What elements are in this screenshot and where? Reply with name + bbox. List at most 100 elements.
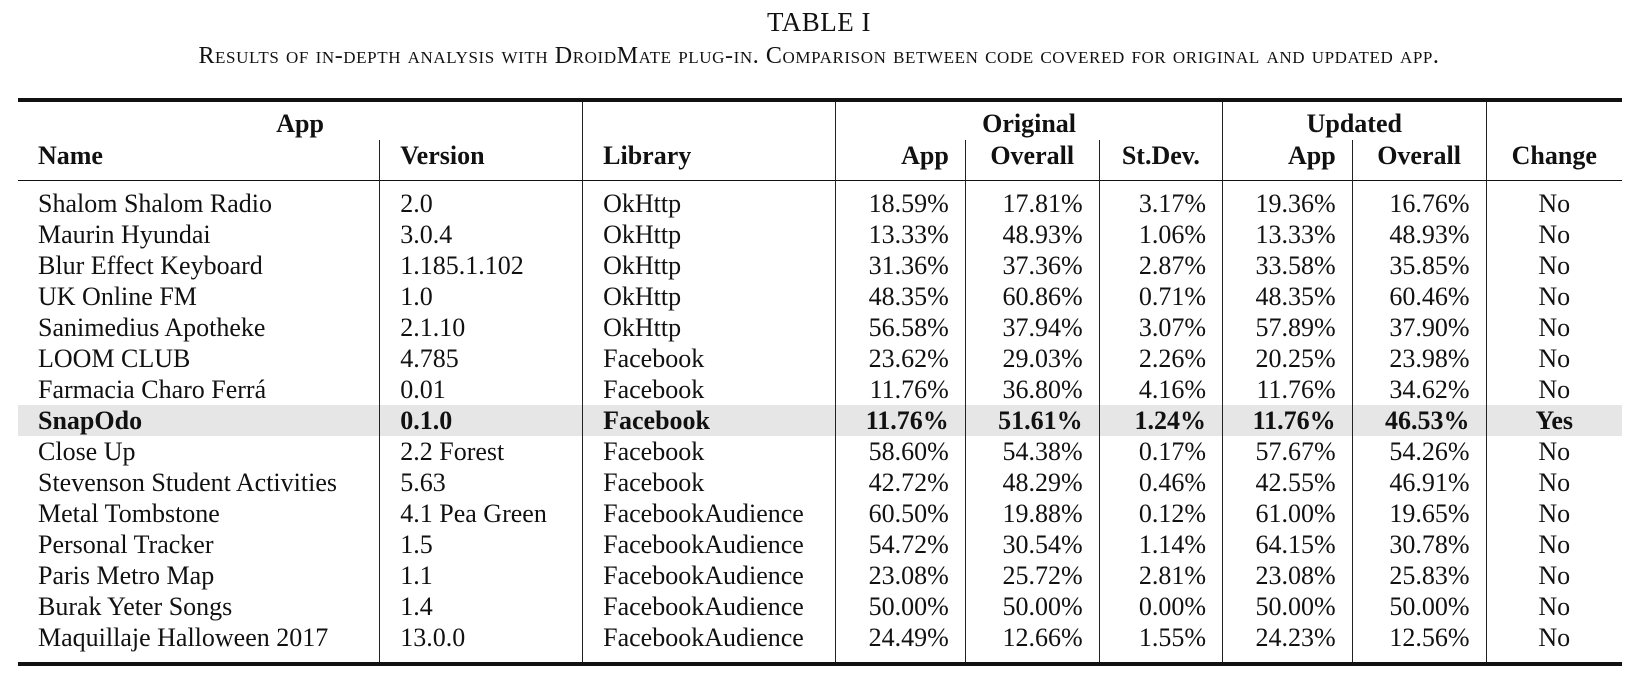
cell-library: FacebookAudience (582, 622, 837, 664)
cell-name: SnapOdo (18, 405, 381, 436)
cell-version: 0.1.0 (379, 405, 584, 436)
cell-original-app: 54.72% (835, 529, 966, 560)
cell-original-overall: 48.93% (965, 219, 1100, 250)
cell-name: Blur Effect Keyboard (18, 250, 381, 281)
results-table-container: App Original Updated Name Version Librar… (18, 98, 1622, 666)
cell-library: OkHttp (582, 281, 837, 312)
cell-original-app: 56.58% (835, 312, 966, 343)
table-row: Farmacia Charo Ferrá 0.01 Facebook 11.76% 36… (18, 374, 1622, 405)
cell-updated-app: 33.58% (1222, 250, 1353, 281)
cell-original-app: 31.36% (835, 250, 966, 281)
table-row: LOOM CLUB 4.785 Facebook 23.62% 29.03% 2.26% 2… (18, 343, 1622, 374)
cell-change: No (1538, 344, 1571, 373)
table-row: Personal Tracker 1.5 FacebookAudience 54.72… (18, 529, 1622, 560)
cell-original-stdev: 0.17% (1099, 436, 1224, 467)
table-label: TABLE I (766, 7, 872, 37)
cell-version: 4.1 Pea Green (379, 498, 584, 529)
cell-original-app: 23.08% (835, 560, 966, 591)
cell-name: Shalom Shalom Radio (18, 180, 381, 219)
header-group-spacer (582, 100, 837, 140)
cell-original-overall: 29.03% (965, 343, 1100, 374)
cell-updated-app: 23.08% (1222, 560, 1353, 591)
cell-original-app: 11.76% (835, 405, 966, 436)
col-header-original-app: App (835, 140, 966, 181)
cell-updated-overall: 19.65% (1352, 498, 1487, 529)
header-group-updated: Updated (1222, 100, 1487, 140)
table-caption: Results of in-depth analysis with DroidM… (198, 43, 1440, 69)
cell-library: Facebook (582, 343, 837, 374)
cell-original-stdev: 1.24% (1099, 405, 1224, 436)
cell-change: No (1538, 220, 1571, 249)
cell-original-overall: 25.72% (965, 560, 1100, 591)
cell-original-app: 42.72% (835, 467, 966, 498)
cell-updated-app: 57.89% (1222, 312, 1353, 343)
cell-original-stdev: 3.17% (1099, 180, 1224, 219)
cell-original-stdev: 1.55% (1099, 622, 1224, 664)
cell-updated-overall: 46.91% (1352, 467, 1487, 498)
cell-original-app: 11.76% (835, 374, 966, 405)
cell-name: Farmacia Charo Ferrá (18, 374, 381, 405)
cell-change: No (1538, 468, 1571, 497)
cell-updated-overall: 30.78% (1352, 529, 1487, 560)
cell-library: FacebookAudience (582, 591, 837, 622)
cell-version: 2.1.10 (379, 312, 584, 343)
cell-updated-overall: 48.93% (1352, 219, 1487, 250)
cell-original-stdev: 0.46% (1099, 467, 1224, 498)
cell-library: FacebookAudience (582, 560, 837, 591)
cell-updated-overall: 60.46% (1352, 281, 1487, 312)
cell-library: Facebook (582, 405, 837, 436)
table-row: Blur Effect Keyboard 1.185.1.102 OkHttp 31.… (18, 250, 1622, 281)
col-header-original-stdev: St.Dev. (1099, 140, 1224, 181)
table-row: Metal Tombstone 4.1 Pea Green FacebookAudi… (18, 498, 1622, 529)
cell-name: Stevenson Student Activities (18, 467, 381, 498)
cell-original-stdev: 0.71% (1099, 281, 1224, 312)
cell-library: FacebookAudience (582, 529, 837, 560)
cell-version: 5.63 (379, 467, 584, 498)
table-row: Stevenson Student Activities 5.63 Facebook… (18, 467, 1622, 498)
cell-change: No (1538, 189, 1571, 218)
cell-original-overall: 54.38% (965, 436, 1100, 467)
table-body: Shalom Shalom Radio 2.0 OkHttp 18.59% 17.81%… (18, 180, 1622, 664)
table-row: UK Online FM 1.0 OkHttp 48.35% 60.86% 0.71% 48… (18, 281, 1622, 312)
cell-library: Facebook (582, 374, 837, 405)
cell-updated-overall: 16.76% (1352, 180, 1487, 219)
cell-name: Burak Yeter Songs (18, 591, 381, 622)
cell-name: Maquillaje Halloween 2017 (18, 622, 381, 664)
cell-original-stdev: 0.00% (1099, 591, 1224, 622)
cell-change: No (1538, 592, 1571, 621)
cell-original-stdev: 3.07% (1099, 312, 1224, 343)
cell-updated-overall: 25.83% (1352, 560, 1487, 591)
cell-original-overall: 30.54% (965, 529, 1100, 560)
cell-name: Maurin Hyundai (18, 219, 381, 250)
cell-updated-app: 24.23% (1222, 622, 1353, 664)
col-header-change: Change (1511, 141, 1597, 170)
cell-original-app: 58.60% (835, 436, 966, 467)
cell-change: No (1538, 375, 1571, 404)
cell-library: Facebook (582, 467, 837, 498)
table-row: SnapOdo 0.1.0 Facebook 11.76% 51.61% 1.24% 11.… (18, 405, 1622, 436)
table-row: Burak Yeter Songs 1.4 FacebookAudience 50.0… (18, 591, 1622, 622)
table-row: Close Up 2.2 Forest Facebook 58.60% 54.38% 0.… (18, 436, 1622, 467)
cell-name: LOOM CLUB (18, 343, 381, 374)
cell-original-overall: 36.80% (965, 374, 1100, 405)
cell-updated-app: 61.00% (1222, 498, 1353, 529)
cell-name: Metal Tombstone (18, 498, 381, 529)
cell-version: 1.1 (379, 560, 584, 591)
cell-updated-overall: 23.98% (1352, 343, 1487, 374)
cell-original-overall: 48.29% (965, 467, 1100, 498)
cell-original-overall: 37.94% (965, 312, 1100, 343)
cell-library: Facebook (582, 436, 837, 467)
table-caption-block: TABLE I Results of in-depth analysis wit… (0, 4, 1638, 72)
cell-updated-app: 11.76% (1222, 374, 1353, 405)
cell-original-overall: 19.88% (965, 498, 1100, 529)
col-header-version: Version (379, 140, 584, 181)
cell-original-app: 50.00% (835, 591, 966, 622)
cell-name: Sanimedius Apotheke (18, 312, 381, 343)
cell-original-overall: 51.61% (965, 405, 1100, 436)
cell-change: No (1538, 623, 1571, 652)
cell-original-app: 24.49% (835, 622, 966, 664)
header-group-app: App (18, 100, 584, 140)
cell-original-overall: 50.00% (965, 591, 1100, 622)
cell-updated-overall: 34.62% (1352, 374, 1487, 405)
cell-name: UK Online FM (18, 281, 381, 312)
